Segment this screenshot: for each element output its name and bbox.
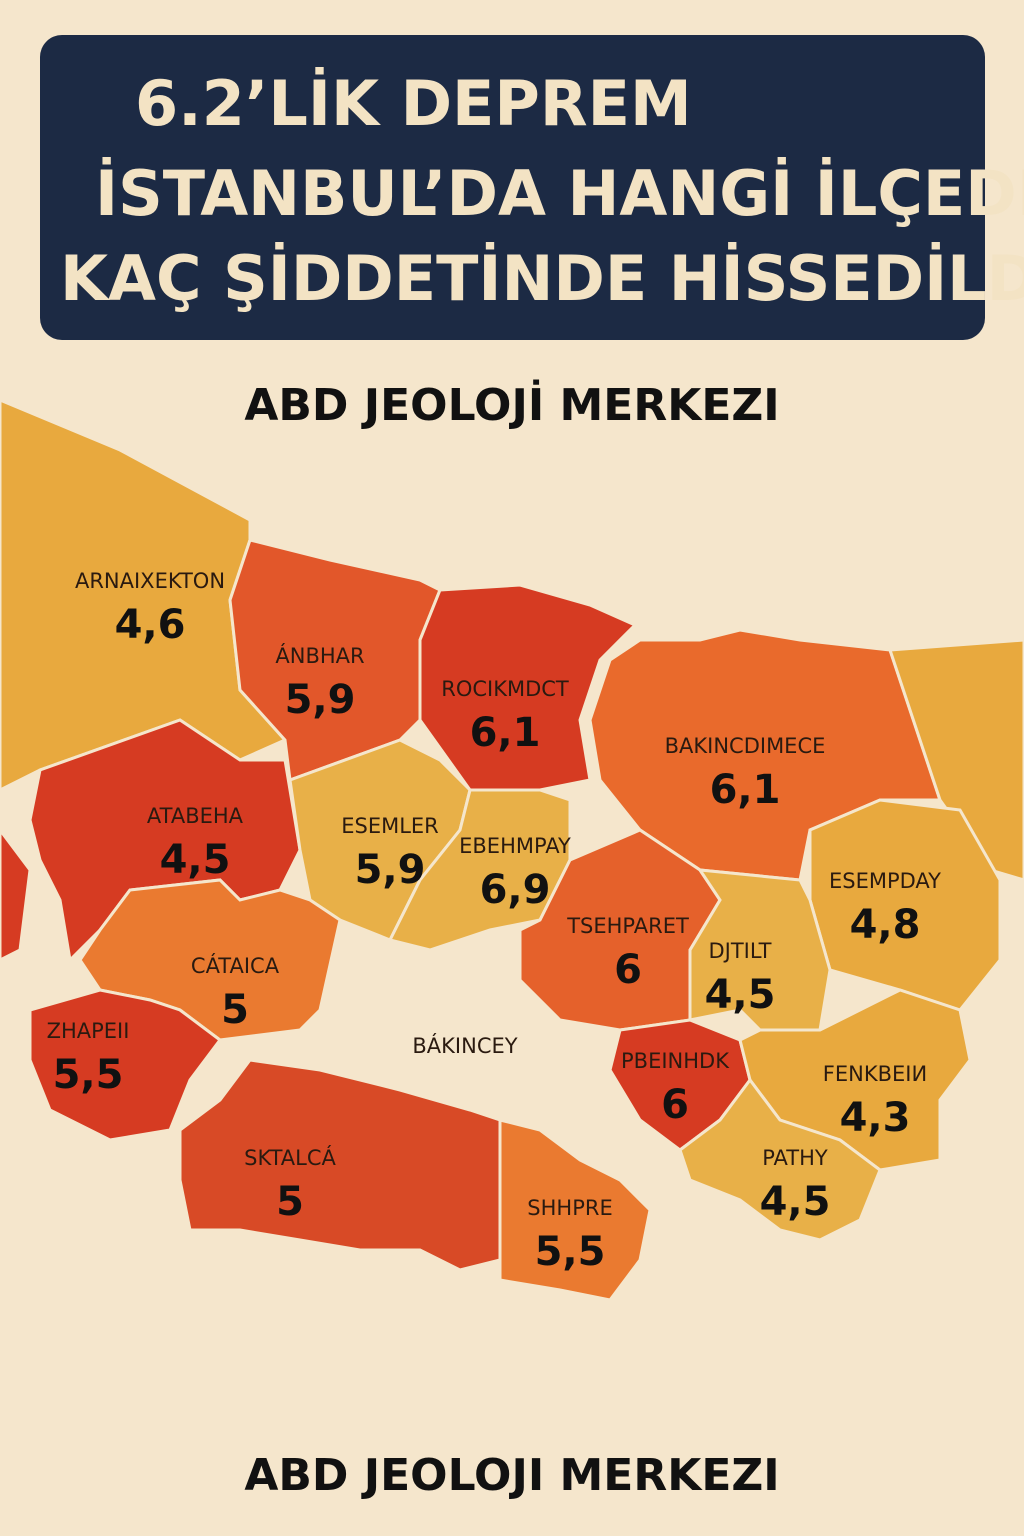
district-name: SKTALCÁ — [244, 1145, 336, 1170]
district-name: PBEINHDK — [621, 1049, 730, 1073]
region — [0, 827, 32, 962]
district-value: 6 — [614, 947, 642, 993]
region — [678, 1077, 882, 1242]
district-name: ÁNBHAR — [275, 643, 364, 668]
district-value: 6,9 — [480, 867, 551, 913]
district-value: 6,1 — [470, 710, 541, 756]
district-value: 4,6 — [115, 602, 186, 648]
district-name: ESEMPDAY — [829, 869, 941, 893]
district-value: 5 — [276, 1179, 304, 1225]
district-name: BAKINCDIMECE — [665, 734, 826, 758]
district-value: 4,5 — [705, 972, 776, 1018]
district-name: SHHPRE — [527, 1196, 612, 1220]
district-name: TSEHPARET — [566, 914, 689, 938]
region — [387, 788, 572, 952]
district-value: 5,9 — [355, 847, 426, 893]
district-value: 4,5 — [760, 1179, 831, 1225]
district-name: ESEMLER — [341, 814, 439, 838]
district-name: FENKBEIИ — [823, 1062, 927, 1086]
region — [498, 1118, 652, 1302]
district-name: BÁKINCEY — [412, 1033, 517, 1058]
district-name: ATABEHA — [147, 804, 244, 828]
district-name: PATHY — [762, 1146, 828, 1170]
region — [178, 1058, 502, 1272]
district-name: ARNAIXEKTON — [75, 569, 225, 593]
title-line: 6.2’LİK DEPREM — [135, 67, 692, 140]
district-value: 5,5 — [535, 1229, 606, 1275]
district-value: 5,5 — [53, 1052, 124, 1098]
district-name: ROCIKMDCT — [441, 677, 569, 701]
district-value: 6,1 — [710, 767, 781, 813]
district-name: ZHAPEII — [47, 1019, 130, 1043]
region — [887, 638, 1024, 882]
map — [0, 398, 1024, 1302]
district-name: DJTILT — [708, 939, 771, 963]
district-value: 5 — [221, 987, 249, 1033]
title-line: KAÇ ŞİDDETİNDE HİSSEDİLDİ? — [60, 242, 1024, 315]
district-value: 4,5 — [160, 837, 231, 883]
title-box — [40, 35, 985, 340]
district-value: 4,3 — [840, 1095, 911, 1141]
footer: ABD JEOLOJI MERKEZI — [244, 1450, 779, 1501]
region — [28, 988, 223, 1142]
region — [418, 583, 638, 792]
district-name: CÁTAICA — [191, 953, 280, 978]
subtitle: ABD JEOLOJİ MERKEZI — [244, 378, 779, 431]
district-value: 6 — [661, 1082, 689, 1128]
title-line: İSTANBUL’DA HANGİ İLÇEDE — [95, 157, 1024, 230]
district-value: 5,9 — [285, 677, 356, 723]
district-value: 4,8 — [850, 902, 921, 948]
region — [228, 538, 442, 783]
district-name: EBEHMPAY — [459, 834, 571, 858]
